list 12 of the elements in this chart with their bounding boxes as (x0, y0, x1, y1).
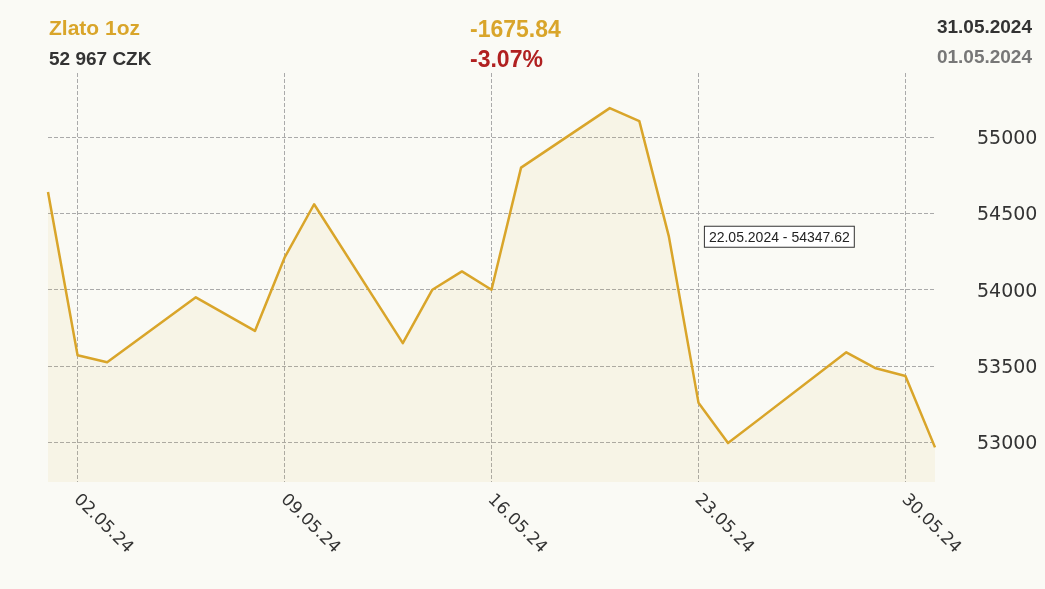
y-tick-label: 54000 (977, 278, 1038, 301)
chart-subtitle: 52 967 CZK (49, 48, 152, 69)
y-tick-label: 55000 (977, 126, 1038, 149)
text: -3.07% (470, 45, 543, 72)
text: 31.05.2024 (936, 16, 1033, 37)
chart-title: Zlato 1oz (49, 16, 141, 39)
text: 01.05.2024 (936, 46, 1033, 67)
text: -1675.84 (470, 15, 562, 42)
annotation: 22.05.2024 - 54347.62 (708, 228, 851, 245)
y-tick-label: 54500 (977, 202, 1038, 225)
y-tick-label: 53500 (977, 355, 1038, 378)
y-tick-label: 53000 (977, 431, 1038, 454)
